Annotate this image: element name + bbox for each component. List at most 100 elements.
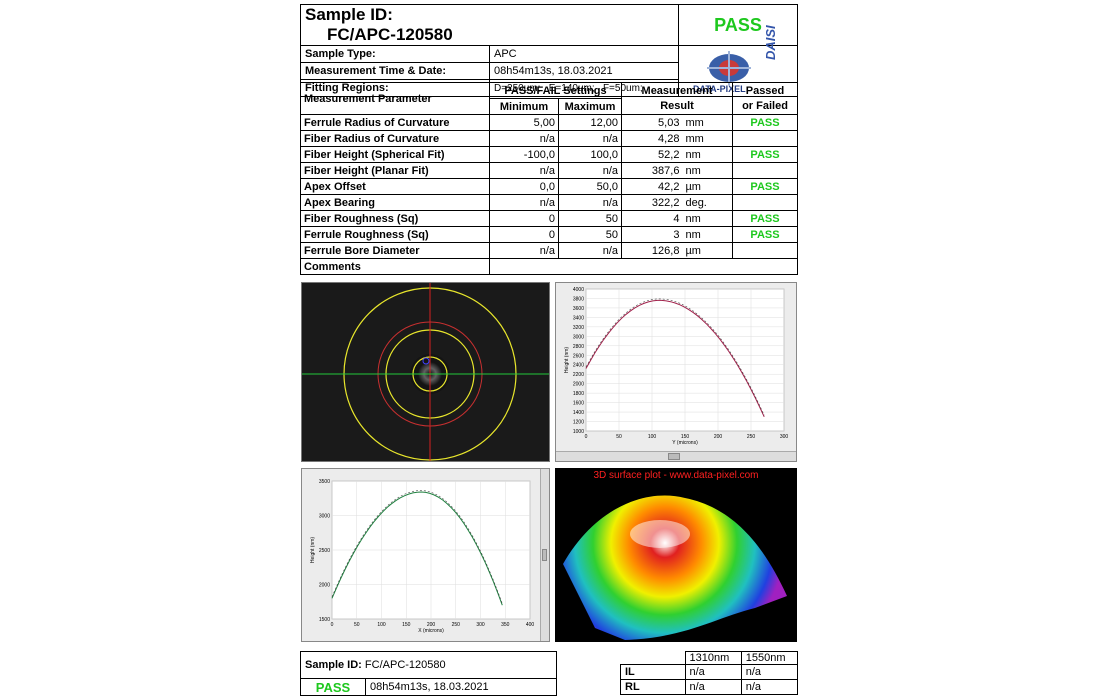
min-value: n/a — [489, 242, 559, 259]
x-tick-label: 50 — [616, 434, 622, 440]
measurement-time-value: 08h54m13s, 18.03.2021 — [489, 62, 679, 80]
logo-image — [701, 49, 757, 87]
parameter-name: Ferrule Radius of Curvature — [300, 114, 490, 131]
x-tick-label: 200 — [714, 434, 723, 440]
x-tick-label: 400 — [526, 622, 535, 628]
footer-sample-id-label: Sample ID: — [305, 659, 362, 671]
x-tick-label: 100 — [377, 622, 386, 628]
sample-type-value: APC — [489, 45, 679, 63]
min-value: 0,0 — [489, 178, 559, 195]
sample-id-label: Sample ID: — [305, 5, 393, 24]
col-header-pf-2: or Failed — [732, 98, 798, 115]
status-value: PASS — [732, 146, 798, 163]
comments-value — [489, 258, 798, 275]
measurement-row: Fiber Height (Spherical Fit) -100,0 100,0 5… — [300, 146, 798, 163]
max-value: 100,0 — [558, 146, 622, 163]
y-tick-label: 3600 — [573, 306, 584, 312]
parameter-name: Apex Bearing — [300, 194, 490, 211]
measurement-row: Apex Bearing n/a n/a 322,2 deg. — [300, 194, 798, 211]
x-profile-scrollbar[interactable] — [540, 469, 549, 641]
unit-value: nm — [682, 146, 734, 163]
col-header-max: Maximum — [558, 98, 622, 115]
col-header-min: Minimum — [489, 98, 559, 115]
col-header-pf-1: Passed — [732, 82, 798, 99]
fit-curve — [331, 490, 503, 604]
measurement-table: Measurement Parameter PASS/FAIL Settings… — [300, 82, 798, 275]
sample-id-cell: Sample ID: FC/APC-120580 — [300, 4, 490, 46]
col-header-settings: PASS/FAIL Settings — [489, 82, 622, 99]
result-value: 322,2 — [621, 194, 683, 211]
x-tick-label: 150 — [402, 622, 411, 628]
y-tick-label: 2500 — [319, 548, 330, 554]
x-tick-label: 200 — [427, 622, 436, 628]
result-value: 3 — [621, 226, 683, 243]
min-value: n/a — [489, 162, 559, 179]
status-value — [732, 130, 798, 147]
min-value: 5,00 — [489, 114, 559, 131]
result-value: 4 — [621, 210, 683, 227]
unit-value: mm — [682, 130, 734, 147]
y-tick-label: 2000 — [319, 583, 330, 589]
rl-1550-value: n/a — [740, 679, 799, 695]
max-value: 50,0 — [558, 178, 622, 195]
interferogram-image — [301, 282, 550, 462]
x-tick-label: 50 — [354, 622, 360, 628]
measurement-row: Ferrule Radius of Curvature 5,00 12,00 5,03… — [300, 114, 798, 131]
y-profile-chart: 4000380036003400320030002800260024002200… — [564, 287, 789, 446]
y-tick-label: 2200 — [573, 372, 584, 378]
footer-sample-cell: Sample ID: FC/APC-120580 — [300, 651, 557, 679]
result-value: 52,2 — [621, 146, 683, 163]
y-tick-label: 3000 — [319, 514, 330, 520]
y-tick-label: 3200 — [573, 325, 584, 331]
min-value: -100,0 — [489, 146, 559, 163]
unit-value: µm — [682, 178, 734, 195]
fit-curve — [585, 298, 765, 416]
measurement-row: Fiber Radius of Curvature n/a n/a 4,28 mm — [300, 130, 798, 147]
y-profile-panel: 4000 3800 3600 3400 3200 3000 2800 2600 2400 2200… — [555, 282, 797, 462]
surface-plot-panel: 3D surface plot - www.data-pixel.com — [555, 468, 797, 642]
min-value: 0 — [489, 210, 559, 227]
status-value: PASS — [732, 114, 798, 131]
y-tick-label: 1400 — [573, 410, 584, 416]
x-tick-label: 300 — [476, 622, 485, 628]
max-value: n/a — [558, 194, 622, 211]
max-value: 12,00 — [558, 114, 622, 131]
measurement-row: Fiber Height (Planar Fit) n/a n/a 387,6 nm — [300, 162, 798, 179]
profile-curve — [331, 491, 503, 606]
x-tick-label: 300 — [780, 434, 789, 440]
max-value: n/a — [558, 162, 622, 179]
y-tick-label: 1000 — [573, 429, 584, 435]
col-header-parameter: Measurement Parameter — [300, 82, 490, 115]
sample-type-label: Sample Type: — [300, 45, 490, 63]
y-tick-label: 1200 — [573, 420, 584, 426]
measurement-row: Ferrule Bore Diameter n/a n/a 126,8 µm — [300, 242, 798, 259]
max-value: n/a — [558, 130, 622, 147]
parameter-name: Fiber Radius of Curvature — [300, 130, 490, 147]
overall-result: PASS — [714, 14, 762, 35]
scrollbar-thumb[interactable] — [542, 549, 547, 561]
y-tick-label: 2800 — [573, 344, 584, 350]
logo-side-text: DAISI — [763, 25, 778, 60]
x-tick-label: 100 — [648, 434, 657, 440]
result-value: 387,6 — [621, 162, 683, 179]
logo-side: DAISI — [763, 25, 778, 60]
y-tick-label: 4000 — [573, 287, 584, 293]
footer-table: Sample ID: FC/APC-120580 PASS 08h54m13s,… — [300, 651, 557, 696]
il-label: IL — [620, 664, 686, 680]
measurement-time-label: Measurement Time & Date: — [300, 62, 490, 80]
sample-id-value: FC/APC-120580 — [327, 25, 453, 44]
footer-result: PASS — [315, 679, 351, 695]
footer-pass-cell: PASS — [300, 678, 366, 696]
status-value — [732, 242, 798, 259]
x-tick-label: 350 — [501, 622, 510, 628]
y-tick-label: 2400 — [573, 363, 584, 369]
unit-value: µm — [682, 242, 734, 259]
unit-value: deg. — [682, 194, 734, 211]
il-1310-value: n/a — [684, 664, 742, 680]
y-tick-label: 1800 — [573, 391, 584, 397]
unit-value: nm — [682, 210, 734, 227]
y-profile-scrollbar[interactable] — [556, 451, 796, 461]
scrollbar-thumb[interactable] — [668, 453, 680, 460]
y-tick-label: 2000 — [573, 382, 584, 388]
